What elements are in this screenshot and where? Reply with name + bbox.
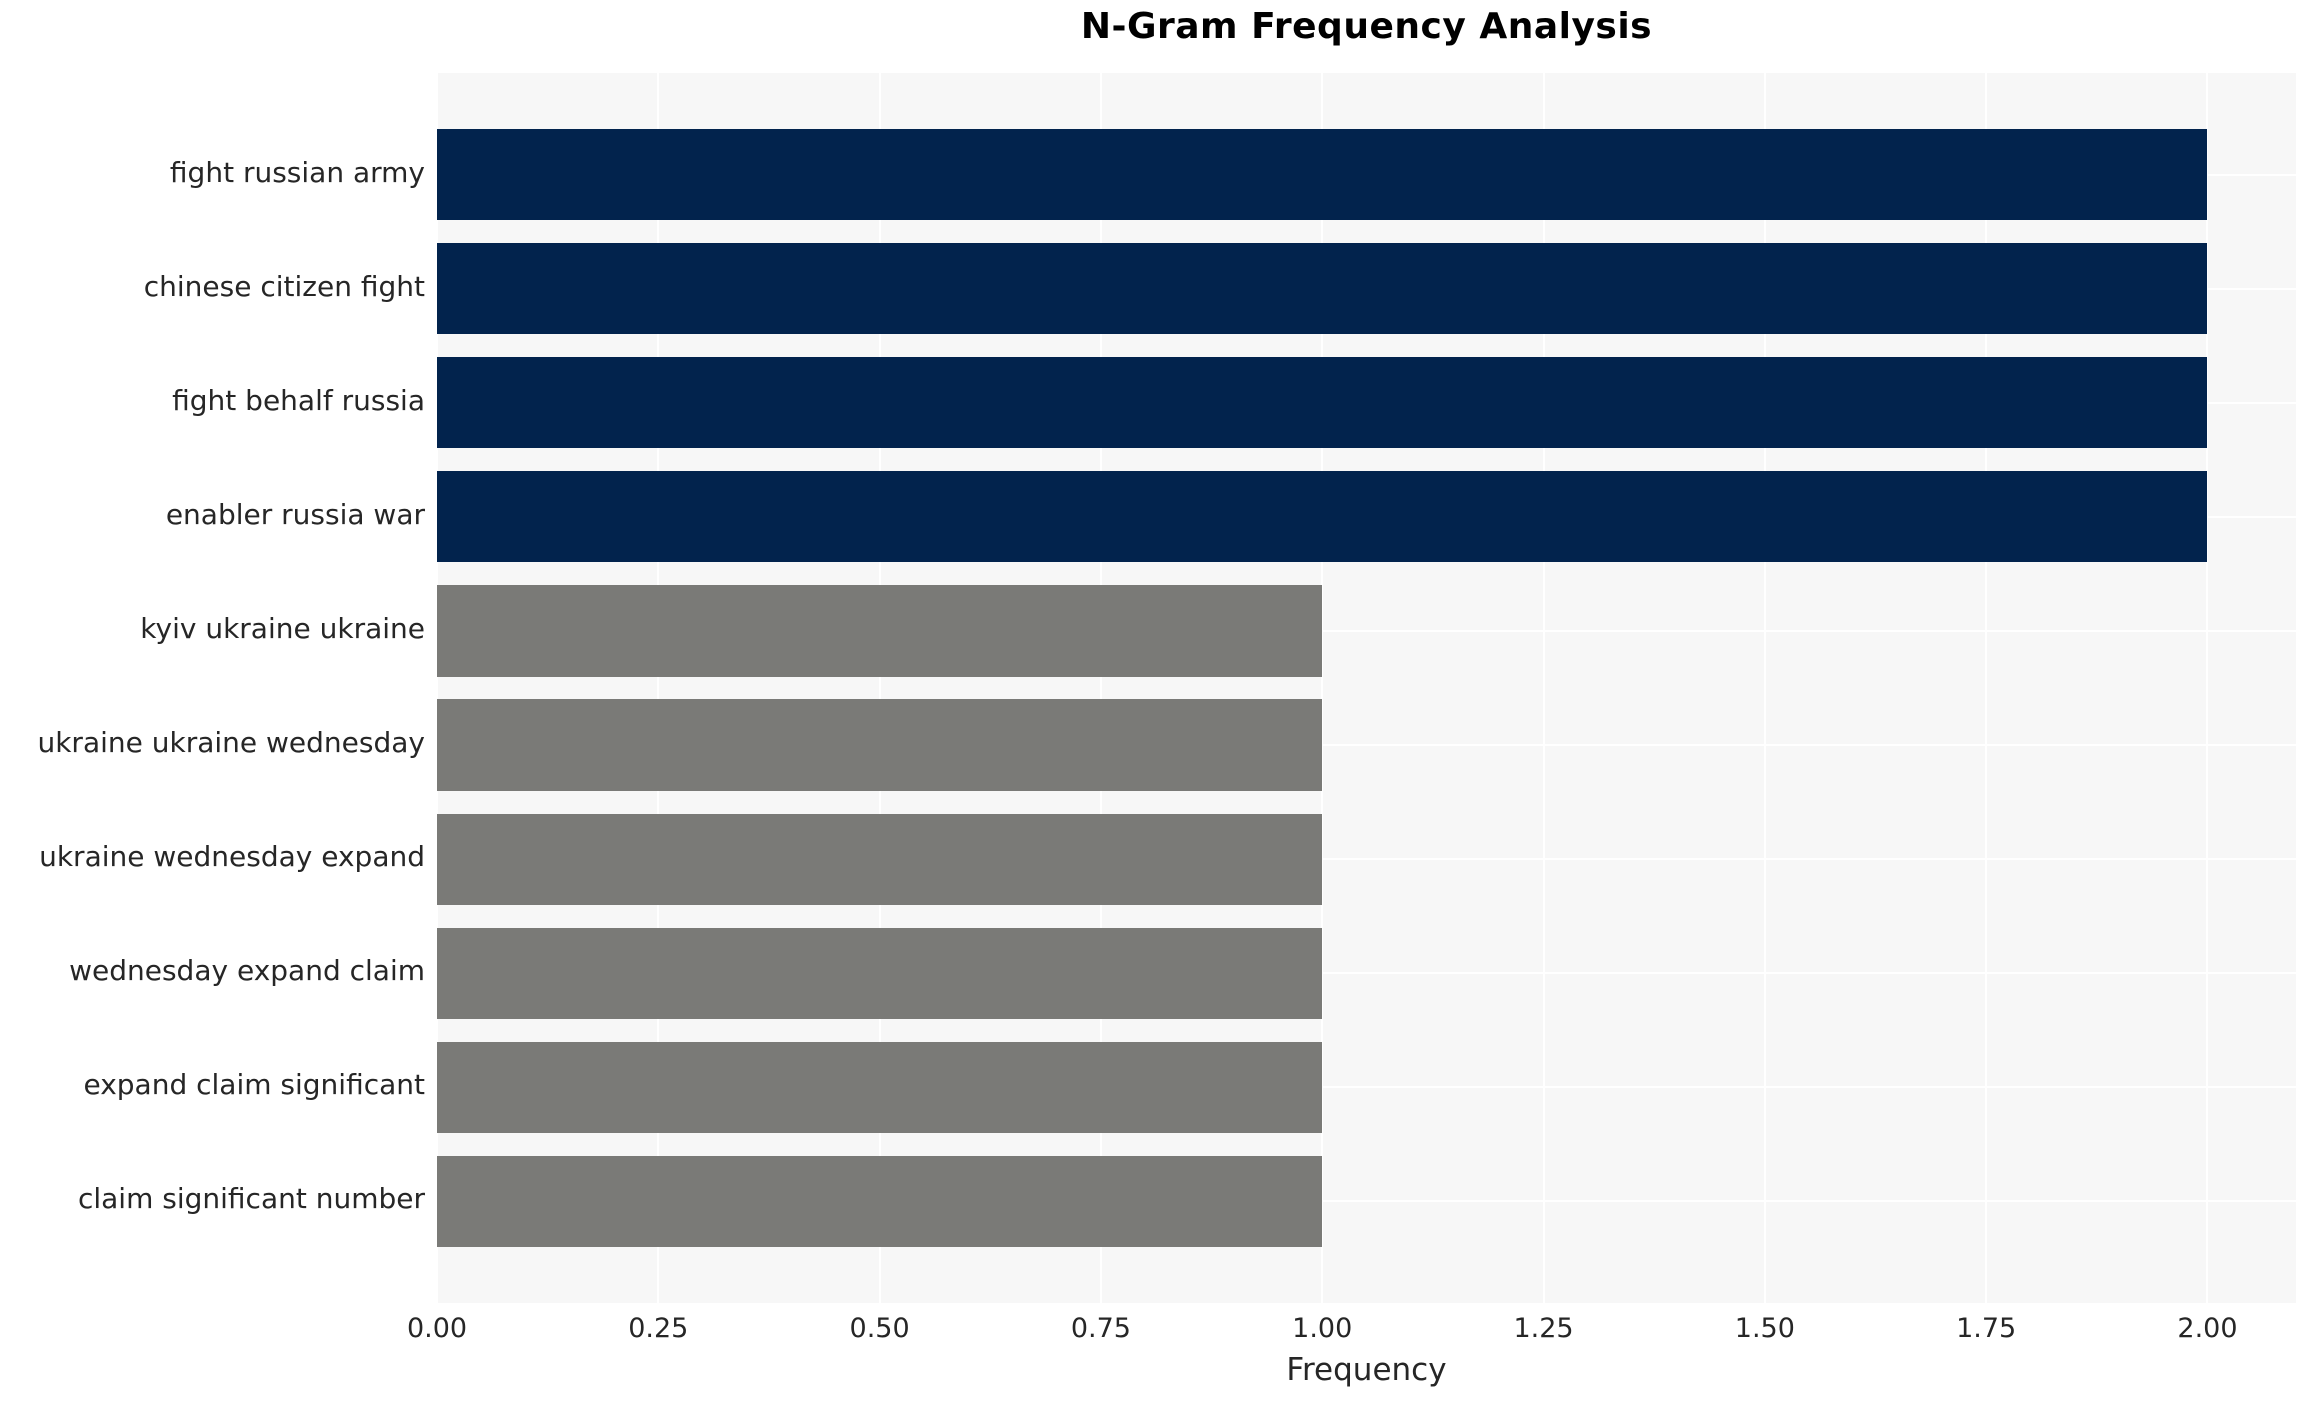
y-tick-label: claim significant number xyxy=(77,1182,425,1216)
x-tick-label: 1.25 xyxy=(1513,1313,1574,1344)
grid-line-horizontal xyxy=(437,629,2296,632)
bar xyxy=(437,1041,1323,1133)
grid-line-vertical xyxy=(1985,73,1988,1303)
x-tick-label: 0.25 xyxy=(628,1313,689,1344)
y-tick-label: enabler russia war xyxy=(165,497,425,531)
bar xyxy=(437,471,2208,563)
chart-title: N-Gram Frequency Analysis xyxy=(1080,6,1653,47)
x-axis-title: Frequency xyxy=(1286,1352,1447,1388)
bar xyxy=(437,243,2208,335)
bar xyxy=(437,699,1323,791)
x-tick-label: 1.00 xyxy=(1292,1313,1353,1344)
y-tick-label: ukraine wednesday expand xyxy=(39,840,425,874)
bar xyxy=(437,357,2208,449)
y-tick-label: kyiv ukraine ukraine xyxy=(140,611,425,645)
grid-line-vertical xyxy=(1099,73,1102,1303)
x-tick-label: 0.00 xyxy=(406,1313,468,1344)
grid-line-vertical xyxy=(436,73,438,1303)
y-tick-label: wednesday expand claim xyxy=(69,954,425,988)
grid-line-horizontal xyxy=(437,858,2296,861)
grid-line-horizontal xyxy=(437,744,2296,747)
bar xyxy=(437,128,2208,221)
grid-line-horizontal xyxy=(437,1200,2296,1203)
grid-line-vertical xyxy=(1542,73,1545,1303)
y-tick-label: chinese citizen fight xyxy=(143,269,425,303)
grid-line-vertical xyxy=(1763,73,1766,1303)
bar xyxy=(437,1155,1323,1248)
x-tick-label: 1.75 xyxy=(1956,1313,2017,1344)
y-tick-label: fight russian army xyxy=(169,155,425,189)
bar xyxy=(437,927,1323,1019)
y-tick-label: ukraine ukraine wednesday xyxy=(37,726,425,760)
grid-line-horizontal xyxy=(437,972,2296,975)
y-axis-labels: fight russian army chinese citizen fight f… xyxy=(0,73,425,1303)
grid-line-vertical xyxy=(878,73,881,1303)
y-tick-label: fight behalf russia xyxy=(172,383,425,417)
bar xyxy=(437,585,1323,677)
grid-line-vertical xyxy=(1321,73,1324,1303)
grid-line-vertical xyxy=(2206,73,2209,1303)
bar xyxy=(437,813,1323,905)
grid-line-vertical xyxy=(657,73,660,1303)
y-tick-label: expand claim significant xyxy=(83,1068,425,1102)
x-tick-label: 1.50 xyxy=(1734,1313,1795,1344)
x-tick-label: 0.50 xyxy=(849,1313,910,1344)
x-tick-label: 0.75 xyxy=(1070,1313,1131,1344)
x-tick-label: 2.00 xyxy=(2177,1313,2238,1344)
grid-line-horizontal xyxy=(437,1086,2296,1089)
plot-area xyxy=(436,73,2296,1303)
